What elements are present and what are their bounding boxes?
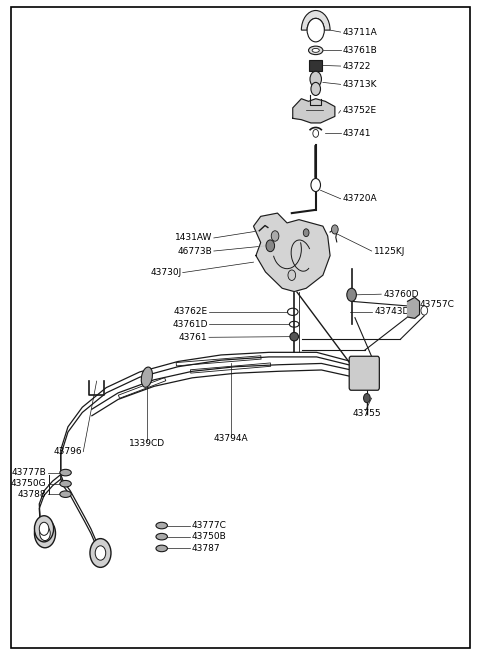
Text: 43722: 43722 <box>343 62 372 71</box>
Ellipse shape <box>60 491 72 497</box>
Ellipse shape <box>312 48 319 52</box>
Circle shape <box>40 526 50 540</box>
Ellipse shape <box>141 367 153 387</box>
FancyBboxPatch shape <box>11 7 470 648</box>
Text: 43787: 43787 <box>192 544 220 553</box>
Text: 43762E: 43762E <box>173 307 208 316</box>
Text: 1431AW: 1431AW <box>175 233 212 242</box>
Circle shape <box>363 394 370 403</box>
Circle shape <box>35 515 54 542</box>
Circle shape <box>311 83 321 96</box>
Text: 43720A: 43720A <box>343 195 378 203</box>
Circle shape <box>35 519 56 548</box>
Text: 1125KJ: 1125KJ <box>374 246 406 255</box>
Circle shape <box>313 130 319 138</box>
Ellipse shape <box>156 522 168 529</box>
Wedge shape <box>301 10 330 30</box>
Text: 43750G: 43750G <box>11 479 47 488</box>
Circle shape <box>421 306 428 315</box>
Circle shape <box>90 538 111 567</box>
Text: 43777B: 43777B <box>12 468 47 477</box>
Circle shape <box>266 240 275 252</box>
Circle shape <box>307 18 324 42</box>
Circle shape <box>347 288 356 301</box>
Text: 43713K: 43713K <box>343 80 377 89</box>
Text: 46773B: 46773B <box>178 246 212 255</box>
Circle shape <box>311 178 321 191</box>
Text: 43777C: 43777C <box>192 521 226 530</box>
Circle shape <box>332 225 338 234</box>
Text: 43741: 43741 <box>343 129 372 138</box>
Text: 43750B: 43750B <box>192 532 226 541</box>
Ellipse shape <box>156 533 168 540</box>
Text: 43730J: 43730J <box>151 268 182 277</box>
Bar <box>310 60 322 71</box>
Polygon shape <box>293 99 335 123</box>
Text: 1339CD: 1339CD <box>129 439 165 447</box>
Text: 43711A: 43711A <box>343 28 378 37</box>
Circle shape <box>39 522 49 535</box>
Polygon shape <box>253 213 330 291</box>
Circle shape <box>288 270 296 280</box>
Ellipse shape <box>156 545 168 552</box>
Text: 43796: 43796 <box>54 447 82 456</box>
Text: 43761D: 43761D <box>172 320 208 329</box>
Circle shape <box>271 231 279 241</box>
Ellipse shape <box>309 46 323 54</box>
Text: 43755: 43755 <box>352 409 381 419</box>
Polygon shape <box>408 297 420 318</box>
Circle shape <box>310 71 322 87</box>
FancyBboxPatch shape <box>349 356 379 390</box>
Text: 43761: 43761 <box>179 333 208 342</box>
Text: 43788: 43788 <box>18 490 47 498</box>
Circle shape <box>95 546 106 560</box>
Ellipse shape <box>290 332 299 341</box>
Text: 43794A: 43794A <box>213 434 248 443</box>
Text: 43752E: 43752E <box>343 106 377 115</box>
Text: 43760D: 43760D <box>384 290 419 299</box>
Text: 43761B: 43761B <box>343 46 378 55</box>
Ellipse shape <box>60 470 72 476</box>
Circle shape <box>303 229 309 236</box>
Text: 43757C: 43757C <box>420 300 455 309</box>
Text: 43743D: 43743D <box>374 307 409 316</box>
Ellipse shape <box>60 481 72 487</box>
